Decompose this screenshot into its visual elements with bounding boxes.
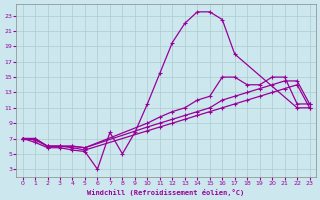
X-axis label: Windchill (Refroidissement éolien,°C): Windchill (Refroidissement éolien,°C) <box>87 189 245 196</box>
